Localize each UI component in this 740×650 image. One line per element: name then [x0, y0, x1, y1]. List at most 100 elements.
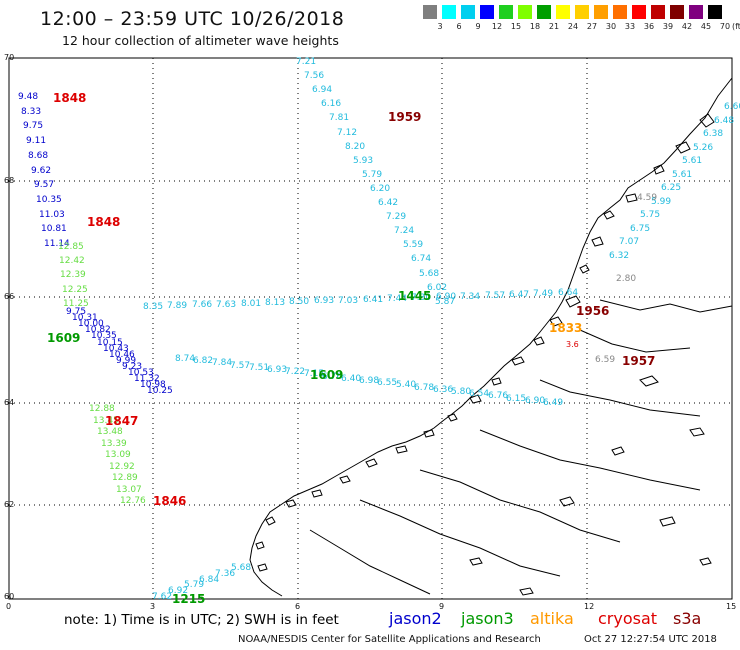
- wave-value-diag-cyan-se: 6.98: [359, 376, 380, 386]
- scale-cell-5: [518, 5, 532, 19]
- wave-value-south-green: 13.07: [116, 485, 142, 495]
- wave-value-diag-cyan-se: 6.93: [267, 365, 288, 375]
- wave-value-west-blue: 11.03: [39, 210, 65, 220]
- grid: [8, 57, 733, 600]
- wave-value-west-cluster: 11.32: [134, 374, 160, 384]
- legend-jason3: jason3: [461, 609, 514, 628]
- wave-value-diag-cyan-nw: 5.93: [353, 156, 374, 166]
- wave-value-bottom-cyan: 7.62: [152, 592, 173, 602]
- wave-value-horizontal-66: 8.13: [265, 298, 286, 308]
- wave-value-diag-cyan-nw: 5.68: [419, 269, 440, 279]
- scale-cell-3: [480, 5, 494, 19]
- wave-value-diag-cyan-nw: 7.56: [304, 71, 325, 81]
- wave-value-west-cluster: 10.53: [128, 368, 154, 378]
- legend-jason2: jason2: [389, 609, 442, 628]
- wave-value-south-green: 13.45: [93, 416, 119, 426]
- wave-value-diag-cyan-se: 7.22: [285, 367, 306, 377]
- wave-value-diag-cyan-se: 5.80: [451, 387, 472, 397]
- scale-cell-10: [613, 5, 627, 19]
- wave-value-diag-cyan-se: 6.76: [322, 372, 343, 382]
- wave-value-horizontal-66: 6.90: [436, 292, 457, 302]
- wave-value-grey: 2.80: [616, 274, 637, 284]
- wave-value-west-cluster: 10.46: [109, 350, 135, 360]
- wave-value-west-cluster: 10.00: [78, 319, 104, 329]
- wave-value-grey: 6.59: [595, 355, 616, 365]
- wave-value-diag-cyan-se: 6.15: [506, 394, 527, 404]
- scale-label-42: 42: [681, 22, 693, 31]
- wave-value-east-cyan: 5.99: [651, 197, 672, 207]
- pass-time-1609-mid: 1609: [310, 368, 344, 382]
- pass-time-1848-mid: 1848: [87, 215, 121, 229]
- pass-time-1956: 1956: [576, 304, 610, 318]
- scale-label-unit: (ft): [731, 22, 740, 31]
- scale-cell-4: [499, 5, 513, 19]
- scale-label-33: 33: [624, 22, 636, 31]
- wave-value-horizontal-66: 8.01: [241, 299, 262, 309]
- wave-value-horizontal-66: 7.30: [411, 293, 432, 303]
- wave-value-west-green: 12.39: [60, 270, 86, 280]
- wave-value-west-blue: 9.75: [23, 121, 44, 131]
- wave-value-east-cyan: 6.25: [661, 183, 682, 193]
- scale-cell-6: [537, 5, 551, 19]
- wave-value-diag-cyan-nw: 7.81: [329, 113, 350, 123]
- wave-value-horizontal-66: 7.57: [485, 291, 506, 301]
- wave-value-east-cyan: 5.61: [682, 156, 703, 166]
- wave-value-horizontal-66: 6.47: [509, 290, 530, 300]
- pass-time-1847: 1847: [105, 414, 139, 428]
- credit-line: NOAA/NESDIS Center for Satellite Applica…: [238, 634, 541, 645]
- wave-value-diag-cyan-nw: 6.74: [411, 254, 432, 264]
- wave-value-east-cyan: 6.32: [609, 251, 630, 261]
- coastline-islands-north: [579, 113, 715, 274]
- wave-value-bottom-cyan: 6.92: [168, 586, 189, 596]
- wave-value-diag-cyan-se: 7.84: [212, 358, 233, 368]
- lon-label-9: 9: [439, 602, 445, 611]
- lat-label-70: 70: [4, 53, 15, 62]
- wave-value-east-cyan: 5.61: [672, 170, 693, 180]
- wave-value-east-cyan: 5.26: [693, 143, 714, 153]
- wave-value-west-green: 11.25: [63, 299, 89, 309]
- wave-value-diag-cyan-nw: 7.29: [386, 212, 407, 222]
- wave-value-diag-cyan-se: 6.55: [377, 378, 398, 388]
- wave-value-south-green: 13.09: [105, 450, 131, 460]
- scale-label-12: 12: [491, 22, 503, 31]
- inland-lakes: [469, 375, 712, 596]
- legend-altika: altika: [530, 609, 574, 628]
- wave-value-west-cluster: 10.35: [91, 331, 117, 341]
- lat-label-64: 64: [4, 398, 15, 407]
- wave-value-diag-cyan-se: 6.82: [193, 356, 214, 366]
- wave-value-west-cluster: 9.23: [122, 362, 143, 372]
- scale-cell-15: [708, 5, 722, 19]
- coastline-main: [249, 77, 733, 597]
- wave-value-west-cluster: 10.82: [85, 325, 111, 335]
- wave-value-diag-cyan-se: 6.76: [488, 391, 509, 401]
- wave-value-diag-cyan-se: 8.74: [175, 354, 196, 364]
- coastline-islands-south: [255, 445, 408, 572]
- wave-value-west-blue: 9.48: [18, 92, 39, 102]
- lon-label-0: 0: [6, 602, 12, 611]
- wave-value-west-blue: 10.81: [41, 224, 67, 234]
- wave-value-south-green: 12.89: [112, 473, 138, 483]
- pass-time-1957: 1957: [622, 354, 656, 368]
- wave-value-east-cyan: 6.75: [630, 224, 651, 234]
- scale-label-70: 70: [719, 22, 731, 31]
- fjords: [309, 299, 733, 595]
- wave-value-diag-cyan-nw: 5.59: [403, 240, 424, 250]
- map-frame: [8, 57, 733, 600]
- wave-value-diag-cyan-nw: 6.02: [427, 283, 448, 293]
- coastline: [249, 77, 733, 597]
- wave-value-diag-cyan-se: 7.51: [249, 363, 270, 373]
- wave-value-cryosat-small: 3.6: [566, 340, 579, 349]
- scale-cell-8: [575, 5, 589, 19]
- scale-cell-13: [670, 5, 684, 19]
- scale-label-3: 3: [437, 22, 443, 31]
- map-title: 12:00 – 23:59 UTC 10/26/2018: [40, 8, 345, 30]
- scale-cell-2: [461, 5, 475, 19]
- wave-value-west-cluster: 10.98: [140, 380, 166, 390]
- wave-value-diag-cyan-nw: 6.42: [378, 198, 399, 208]
- scale-label-45: 45: [700, 22, 712, 31]
- wave-value-diag-cyan-se: 6.40: [341, 374, 362, 384]
- lon-label-6: 6: [295, 602, 301, 611]
- wave-value-west-cluster: 10.25: [147, 386, 173, 396]
- wave-value-west-cluster: 9.75: [66, 307, 87, 317]
- wave-value-east-cyan: 5.75: [640, 210, 661, 220]
